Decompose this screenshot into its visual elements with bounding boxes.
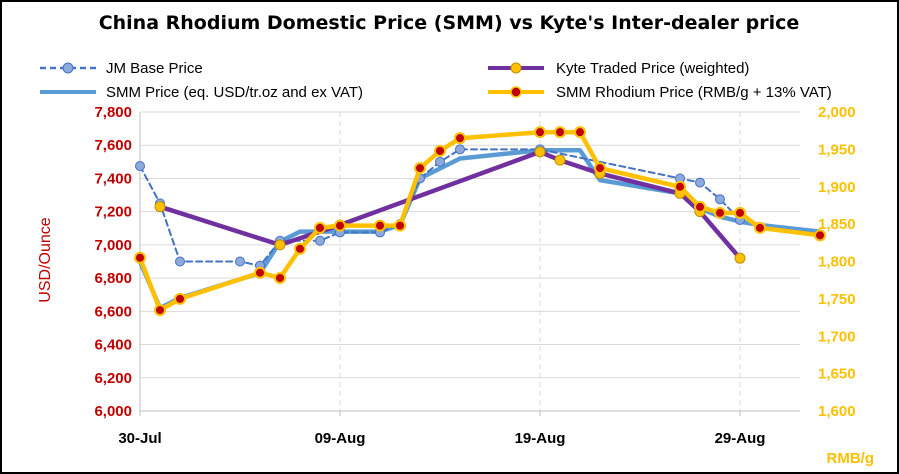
legend-label-kyte: Kyte Traded Price (weighted) — [556, 60, 749, 77]
y-tick-label: 6,600 — [94, 303, 132, 320]
legend-item-kyte: Kyte Traded Price (weighted) — [488, 60, 749, 77]
data-point — [134, 251, 146, 264]
series-1 — [137, 147, 823, 311]
y2-tick-label: 2,000 — [818, 104, 856, 121]
series-layer — [134, 126, 826, 317]
legend-label-smm-rmb: SMM Rhodium Price (RMB/g + 13% VAT) — [556, 84, 832, 101]
y2-tick-label: 1,700 — [818, 328, 856, 345]
data-point — [154, 201, 166, 213]
series-3 — [134, 126, 826, 317]
data-point — [734, 206, 746, 219]
data-point — [154, 304, 166, 317]
data-point — [135, 160, 145, 171]
y-tick-label: 7,800 — [94, 104, 132, 121]
data-point — [374, 219, 386, 232]
data-point — [554, 126, 566, 139]
x-tick-label: 09-Aug — [315, 430, 366, 447]
data-point — [814, 229, 826, 242]
y2-tick-label: 1,650 — [818, 366, 856, 383]
data-point — [454, 132, 466, 145]
y2-tick-label: 1,600 — [818, 403, 856, 420]
y2-axis-label: RMB/g — [827, 450, 875, 467]
data-point — [254, 266, 266, 279]
data-point — [235, 256, 245, 267]
y2-tick-label: 1,850 — [818, 216, 856, 233]
data-point — [314, 221, 326, 234]
y-tick-label: 7,000 — [94, 237, 132, 254]
legend-marker-smm-rmb — [510, 86, 522, 98]
y2-tick-label: 1,800 — [818, 254, 856, 271]
series-line — [157, 149, 743, 261]
y-axis-label: USD/Ounce — [37, 217, 54, 302]
data-point — [734, 252, 746, 264]
y-tick-label: 6,200 — [94, 370, 132, 387]
data-point — [414, 162, 426, 175]
series-line — [137, 129, 823, 313]
data-point — [315, 235, 325, 246]
data-point — [714, 206, 726, 219]
y-tick-label: 6,000 — [94, 403, 132, 420]
y-tick-label: 6,400 — [94, 337, 132, 354]
data-point — [534, 126, 546, 139]
data-point — [435, 156, 445, 167]
legend-label-smm-usd: SMM Price (eq. USD/tr.oz and ex VAT) — [106, 84, 363, 101]
y2-tick-label: 1,900 — [818, 179, 856, 196]
grid — [140, 111, 800, 412]
data-point — [274, 271, 286, 284]
data-point — [694, 200, 706, 213]
y-tick-label: 7,200 — [94, 204, 132, 221]
y2-tick-label: 1,950 — [818, 141, 856, 158]
chart-title: China Rhodium Domestic Price (SMM) vs Ky… — [99, 12, 800, 34]
legend-marker-jm — [62, 62, 74, 74]
legend-marker-kyte — [510, 62, 522, 74]
legend-item-smm-rmb: SMM Rhodium Price (RMB/g + 13% VAT) — [488, 84, 832, 101]
legend: JM Base Price SMM Price (eq. USD/tr.oz a… — [40, 60, 832, 101]
data-point — [274, 239, 286, 251]
data-point — [695, 177, 705, 188]
data-point — [754, 221, 766, 234]
data-point — [334, 219, 346, 232]
series-line — [137, 147, 823, 311]
data-point — [534, 146, 546, 158]
data-point — [715, 194, 725, 205]
data-point — [175, 256, 185, 267]
x-tick-label: 19-Aug — [515, 430, 566, 447]
data-point — [554, 154, 566, 166]
legend-item-jm: JM Base Price — [40, 60, 203, 77]
data-point — [294, 242, 306, 255]
data-point — [674, 180, 686, 193]
axes: 6,000 6,200 6,400 6,600 6,800 7,000 7,200 7,400… — [94, 104, 855, 447]
data-point — [594, 162, 606, 175]
data-point — [455, 144, 465, 155]
data-point — [394, 219, 406, 232]
y-tick-label: 7,600 — [94, 137, 132, 154]
series-0 — [135, 144, 745, 271]
legend-label-jm: JM Base Price — [106, 60, 203, 77]
data-point — [174, 292, 186, 305]
y-tick-label: 6,800 — [94, 270, 132, 287]
y-tick-label: 7,400 — [94, 170, 132, 187]
y2-tick-label: 1,750 — [818, 291, 856, 308]
data-point — [434, 144, 446, 157]
legend-item-smm-usd: SMM Price (eq. USD/tr.oz and ex VAT) — [40, 84, 363, 101]
x-tick-label: 30-Jul — [118, 430, 161, 447]
x-tick-label: 29-Aug — [715, 430, 766, 447]
data-point — [574, 126, 586, 139]
